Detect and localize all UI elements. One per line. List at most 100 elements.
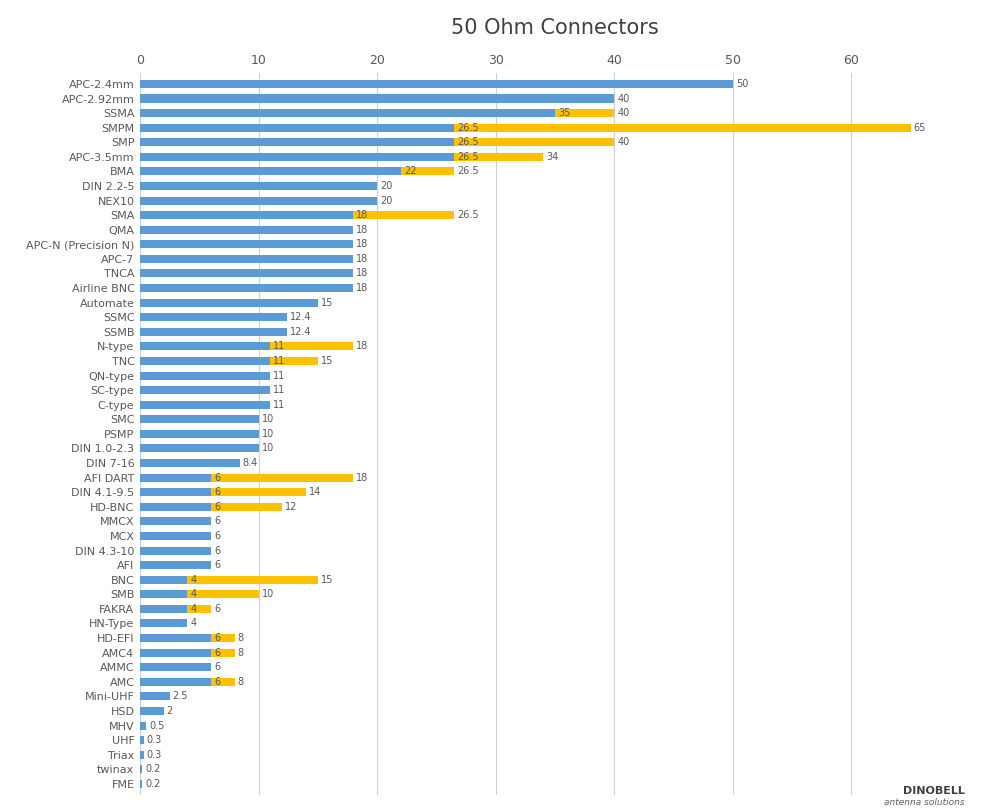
Bar [140, 488, 211, 496]
Text: 34: 34 [546, 152, 558, 162]
Text: 40: 40 [617, 137, 630, 148]
Bar [140, 123, 454, 131]
Text: 18: 18 [356, 283, 369, 293]
Text: 4: 4 [190, 575, 197, 585]
Bar [140, 386, 270, 394]
Bar [140, 269, 353, 277]
Bar [140, 590, 259, 599]
Bar [140, 736, 144, 744]
Text: 12: 12 [285, 502, 298, 512]
Text: 40: 40 [617, 93, 630, 104]
Text: 10: 10 [262, 414, 274, 424]
Bar [140, 415, 259, 423]
Text: 4: 4 [190, 604, 197, 614]
Bar [140, 80, 733, 88]
Text: 10: 10 [262, 590, 274, 599]
Text: 18: 18 [356, 254, 369, 264]
Bar [140, 678, 211, 686]
Bar [140, 649, 235, 657]
Bar [140, 459, 240, 467]
Text: 8.4: 8.4 [243, 458, 258, 468]
Bar [140, 576, 187, 584]
Text: 0.3: 0.3 [147, 735, 162, 745]
Text: 8: 8 [238, 648, 244, 658]
Text: 26.5: 26.5 [457, 122, 479, 133]
Bar [140, 211, 454, 219]
Bar [140, 561, 211, 569]
Text: 6: 6 [214, 648, 220, 658]
Text: 0.3: 0.3 [147, 749, 162, 760]
Text: 11: 11 [273, 356, 286, 366]
Text: 2: 2 [167, 706, 173, 716]
Bar [140, 211, 353, 219]
Text: 11: 11 [273, 371, 286, 380]
Bar [140, 109, 614, 117]
Text: 35: 35 [558, 108, 570, 118]
Bar [140, 357, 270, 365]
Bar [140, 590, 187, 599]
Bar [140, 605, 187, 613]
Bar [140, 138, 454, 146]
Text: 26.5: 26.5 [457, 166, 479, 177]
Text: 12.4: 12.4 [290, 327, 311, 337]
Bar [140, 313, 287, 321]
Bar [140, 751, 144, 759]
Bar [140, 401, 270, 409]
Bar [140, 620, 187, 628]
Text: DINOBELL: DINOBELL [903, 787, 965, 796]
Bar [140, 444, 259, 453]
Text: 22: 22 [404, 166, 416, 177]
Text: 26.5: 26.5 [457, 210, 479, 220]
Bar [140, 357, 318, 365]
Text: 15: 15 [321, 356, 333, 366]
Text: 20: 20 [380, 195, 392, 205]
Bar [140, 649, 211, 657]
Bar [140, 547, 211, 555]
Bar [140, 328, 287, 336]
Text: 6: 6 [214, 560, 220, 570]
Text: 8: 8 [238, 633, 244, 643]
Bar [140, 152, 454, 161]
Text: 6: 6 [214, 633, 220, 643]
Text: 18: 18 [356, 268, 369, 278]
Text: 11: 11 [273, 400, 286, 410]
Bar [140, 766, 142, 773]
Text: 2.5: 2.5 [173, 691, 188, 702]
Text: 11: 11 [273, 385, 286, 395]
Bar [140, 109, 555, 117]
Text: 26.5: 26.5 [457, 137, 479, 148]
Text: 6: 6 [214, 517, 220, 526]
Bar [140, 722, 146, 730]
Text: 4: 4 [190, 590, 197, 599]
Bar [140, 255, 353, 263]
Bar [140, 152, 543, 161]
Text: 6: 6 [214, 604, 220, 614]
Bar [140, 780, 142, 787]
Text: 20: 20 [380, 181, 392, 191]
Bar [140, 517, 211, 526]
Bar [140, 342, 353, 350]
Text: 6: 6 [214, 676, 220, 687]
Text: 18: 18 [356, 225, 369, 234]
Bar [140, 182, 377, 190]
Text: 6: 6 [214, 473, 220, 483]
Bar [140, 371, 270, 380]
Bar [140, 284, 353, 292]
Bar [140, 707, 164, 715]
Text: 4: 4 [190, 619, 197, 629]
Bar [140, 634, 235, 642]
Bar [140, 474, 353, 482]
Bar [140, 503, 282, 511]
Text: 0.2: 0.2 [145, 779, 161, 789]
Bar [140, 488, 306, 496]
Text: 65: 65 [914, 122, 926, 133]
Bar [140, 605, 211, 613]
Bar [140, 503, 211, 511]
Text: 0.2: 0.2 [145, 764, 161, 775]
Text: 26.5: 26.5 [457, 152, 479, 162]
Text: 14: 14 [309, 487, 321, 497]
Text: 15: 15 [321, 575, 333, 585]
Bar [140, 663, 211, 672]
Text: 6: 6 [214, 487, 220, 497]
Bar [140, 474, 211, 482]
